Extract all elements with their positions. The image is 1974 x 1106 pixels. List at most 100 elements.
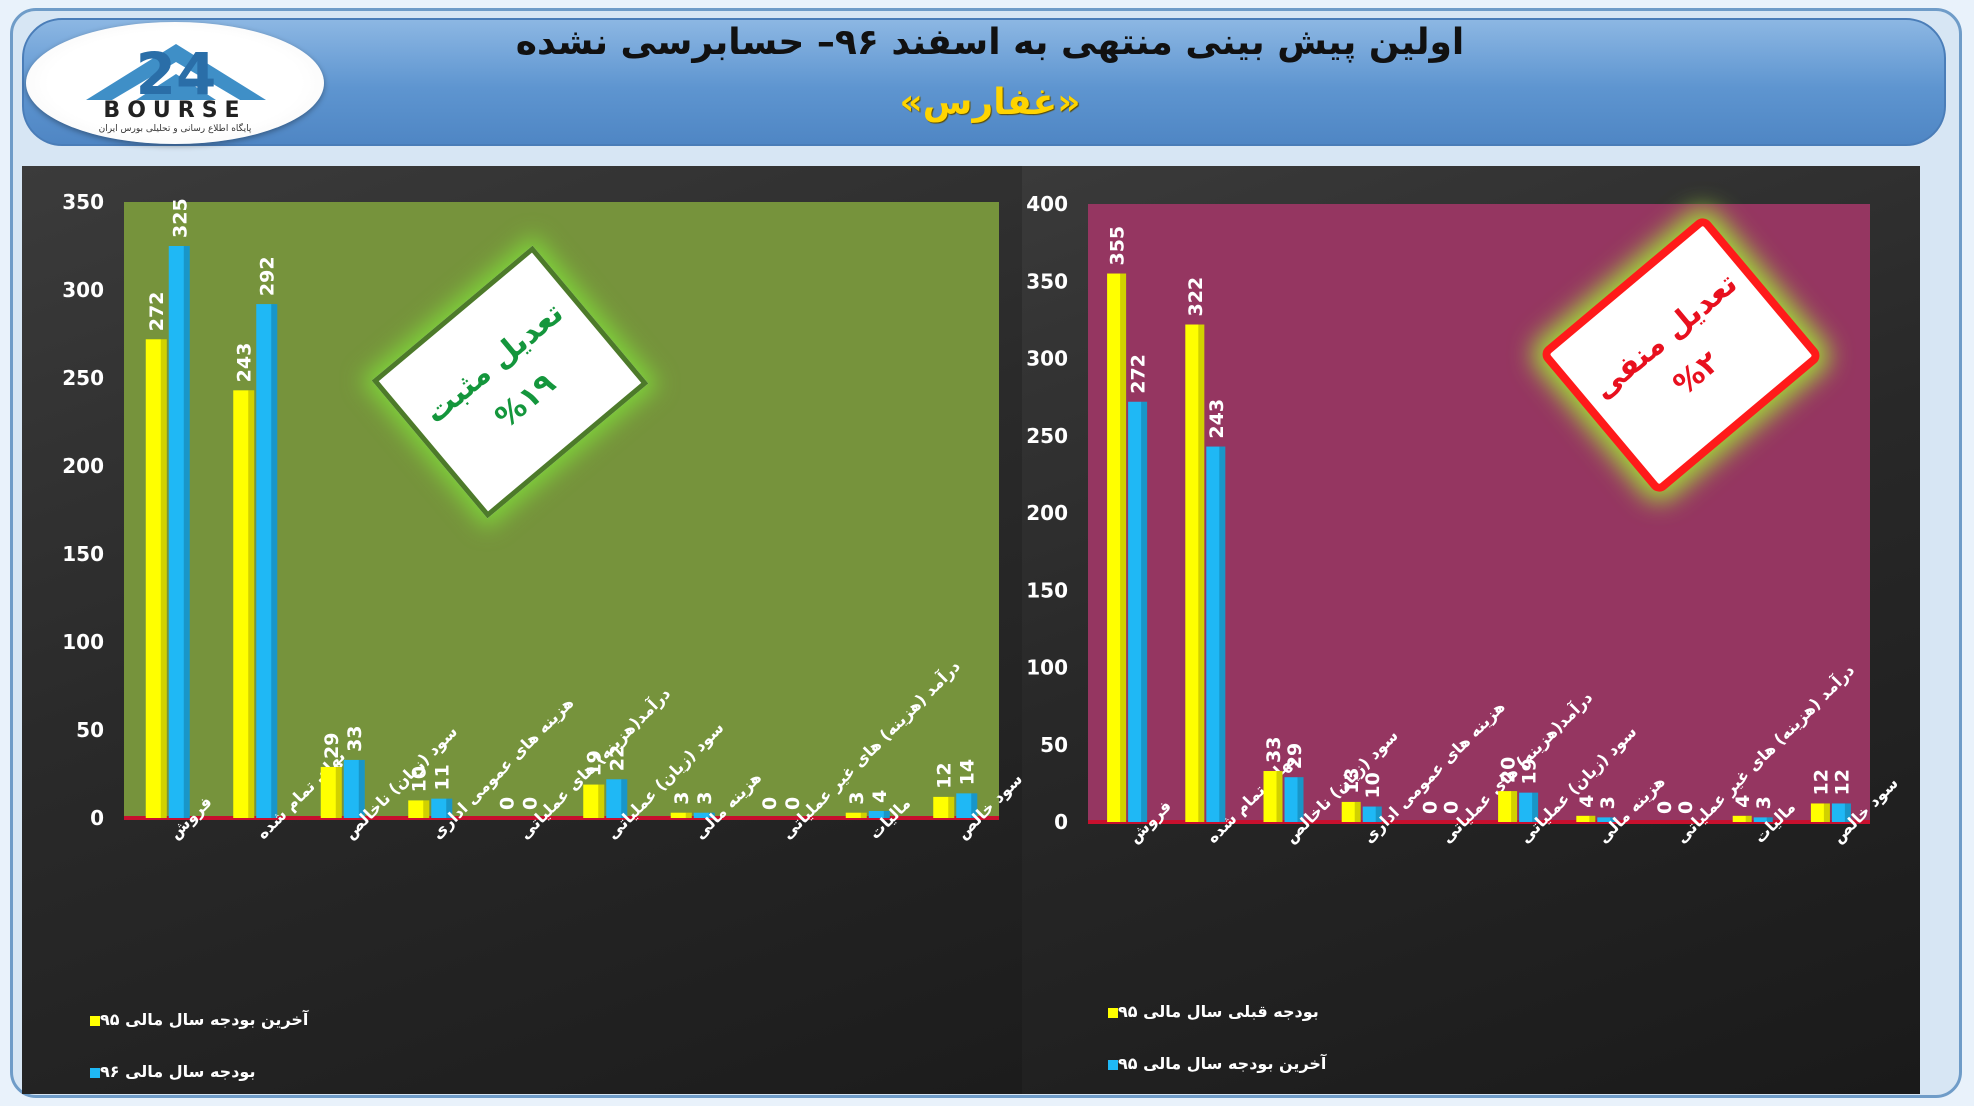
data-label: 0	[782, 797, 804, 810]
bar-shade	[1120, 273, 1127, 822]
data-label: 22	[607, 745, 629, 771]
data-label: 33	[344, 725, 366, 751]
bar	[1107, 273, 1127, 822]
data-label: 11	[432, 764, 454, 790]
bar-shade	[860, 812, 867, 818]
bar-shade	[446, 798, 453, 818]
data-label: 325	[169, 198, 191, 238]
data-label: 3	[694, 791, 716, 804]
bar	[431, 798, 453, 818]
bar	[1206, 446, 1226, 822]
data-label: 322	[1185, 277, 1207, 317]
data-label: 272	[1128, 354, 1150, 394]
bar-shade	[1511, 791, 1518, 822]
bar	[1284, 777, 1304, 822]
right-legend-item-2: آخرین بودجه سال مالی ۹۵	[1102, 1054, 1326, 1073]
bar-shade	[1297, 777, 1304, 822]
y-tick-label: 300	[62, 278, 104, 302]
bar	[606, 779, 628, 818]
y-tick-label: 0	[90, 806, 104, 830]
bar-shade	[183, 246, 190, 818]
y-tick-label: 350	[1026, 269, 1068, 293]
bar-shade	[271, 304, 278, 818]
bar	[583, 784, 605, 818]
logo-word: BOURSE	[103, 98, 247, 123]
right-legend-item-1: بودجه قبلی سال مالی ۹۵	[1102, 1002, 1319, 1021]
bar-shade	[1276, 771, 1283, 822]
logo-number: 24	[136, 40, 217, 108]
y-tick-label: 200	[62, 454, 104, 478]
bar	[1263, 771, 1283, 822]
data-label: 12	[934, 762, 956, 788]
data-label: 29	[1284, 743, 1306, 769]
data-label: 29	[321, 733, 343, 759]
bar-shade	[1198, 324, 1205, 822]
bar-shade	[1532, 792, 1539, 822]
y-tick-label: 400	[1026, 192, 1068, 216]
page-subtitle: «غفارس»	[899, 82, 1081, 123]
bar-shade	[423, 800, 430, 818]
data-label: 0	[519, 797, 541, 810]
bar	[693, 812, 715, 818]
logo-mark: 24	[86, 40, 266, 108]
bar	[256, 304, 278, 818]
bar	[1732, 815, 1752, 822]
bar	[1831, 803, 1851, 822]
bar-shade	[883, 810, 890, 818]
data-label: 3	[1753, 796, 1775, 809]
bar-shade	[708, 812, 715, 818]
data-label: 4	[1732, 795, 1754, 808]
bar	[956, 793, 978, 818]
y-tick-label: 250	[62, 366, 104, 390]
data-label: 33	[1263, 737, 1285, 763]
data-label: 13	[1341, 767, 1363, 793]
bar	[1597, 817, 1617, 822]
bar-shade	[1823, 803, 1830, 822]
data-label: 0	[496, 797, 518, 810]
data-label: 10	[409, 766, 431, 792]
data-label: 0	[1675, 801, 1697, 814]
data-label: 0	[1654, 801, 1676, 814]
page-title: اولین پیش بینی منتهی به اسفند ۹۶– حسابرس…	[515, 22, 1465, 63]
bar	[233, 390, 255, 818]
bar	[408, 800, 430, 818]
y-tick-label: 0	[1054, 810, 1068, 834]
bar-shade	[1766, 817, 1773, 822]
bar	[1753, 817, 1773, 822]
y-tick-label: 50	[1040, 733, 1068, 757]
header-banner	[22, 18, 1946, 146]
bar-shade	[160, 339, 167, 818]
y-tick-label: 200	[1026, 501, 1068, 525]
data-label: 12	[1831, 769, 1853, 795]
data-label: 14	[957, 759, 979, 785]
bar	[320, 766, 342, 818]
bar-shade	[1844, 803, 1851, 822]
bar	[1185, 324, 1205, 822]
data-label: 355	[1107, 226, 1129, 266]
data-label: 292	[257, 256, 279, 296]
badge-right-percent: %۲	[1666, 344, 1727, 403]
bar	[1519, 792, 1539, 822]
left-legend-item-2: بودجه سال مالی ۹۶	[84, 1062, 255, 1081]
bar	[933, 796, 955, 818]
bar	[1576, 815, 1596, 822]
bar-shade	[1745, 815, 1752, 822]
bar	[670, 812, 692, 818]
bar-shade	[1219, 446, 1226, 822]
bar-shade	[335, 766, 342, 818]
y-tick-label: 350	[62, 190, 104, 214]
bar-shade	[621, 779, 628, 818]
logo-tagline: پایگاه اطلاع رسانی و تحلیلی بورس ایران	[98, 124, 252, 134]
data-label: 243	[1206, 399, 1228, 439]
bar	[168, 246, 190, 818]
bar-shade	[1589, 815, 1596, 822]
y-tick-label: 300	[1026, 347, 1068, 371]
site-logo[interactable]: 24 BOURSE پایگاه اطلاع رسانی و تحلیلی بو…	[26, 22, 324, 144]
bar	[343, 759, 365, 818]
bar	[868, 810, 890, 818]
data-label: 12	[1810, 769, 1832, 795]
data-label: 0	[1440, 801, 1462, 814]
data-label: 10	[1362, 772, 1384, 798]
data-label: 19	[1519, 758, 1541, 784]
data-label: 4	[869, 790, 891, 803]
